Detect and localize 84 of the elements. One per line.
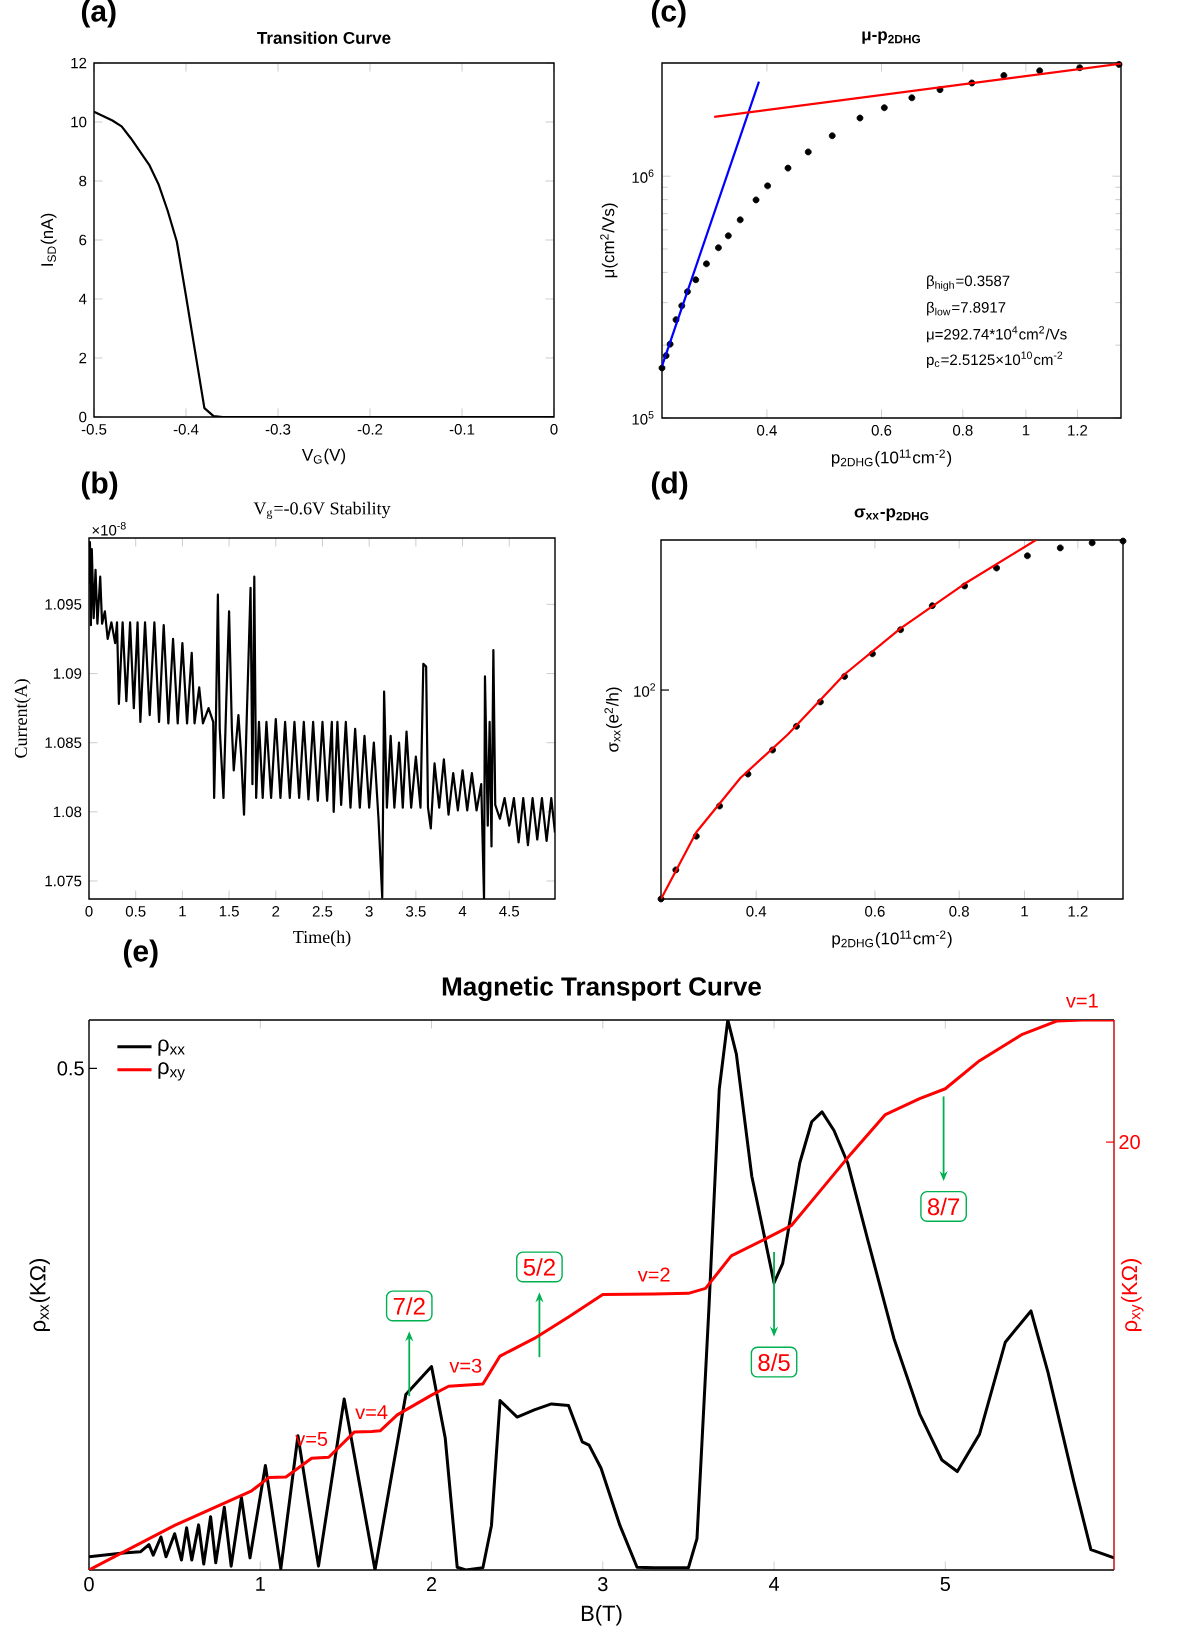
x-tick-label: 1.5 — [219, 906, 239, 917]
legend-label: ρ$_{xy}$ — [158, 1062, 185, 1081]
y-axis-title: σ$_{xx}$(e$^{2}$/h) — [604, 687, 622, 752]
x-tick-label: 0 — [550, 424, 558, 435]
x-tick-label: 4 — [768, 1577, 780, 1591]
text: 10$^{2}$ — [634, 683, 656, 697]
x-tick-label: 3 — [597, 1577, 608, 1592]
x-axis-title: p$_{2DHG}$(10$^{11}$cm$^{-2}$) — [831, 449, 952, 467]
y-tick-label: 8 — [79, 175, 87, 187]
y-axis-title: Current(A) — [14, 679, 31, 758]
x-tick-label: 2 — [426, 1577, 437, 1592]
chart-title: V$_{g}$=-0.6V Stability — [253, 501, 391, 519]
line-series — [89, 541, 555, 899]
y-tick-label: 1.085 — [45, 737, 82, 749]
x-tick-label: 4.5 — [499, 906, 520, 917]
annotation: 5/2 — [523, 1258, 555, 1276]
x-axis-title: B(T) — [581, 1604, 622, 1626]
x-tick-label: 0.5 — [125, 906, 146, 917]
x-tick-label: 1 — [1021, 906, 1028, 917]
x-tick-label: 3 — [365, 906, 373, 917]
y-tick-label: 1.095 — [45, 599, 82, 610]
text: (a) — [81, 0, 116, 28]
y-axis-title: I$_{SD}$(nA) — [40, 213, 57, 266]
x-tick-label: 1 — [256, 1577, 265, 1591]
y-axis-title: μ(cm$^{2}$/Vs) — [600, 203, 618, 278]
annotation: μ=292.74*10$^{4}$cm$^{2}$/Vs — [927, 326, 1067, 343]
x-tick-label: 1.2 — [1068, 425, 1088, 436]
x-tick-label: 2 — [272, 906, 280, 917]
annotation: 8/7 — [927, 1197, 960, 1216]
y-tick-label: 10$^{6}$ — [632, 169, 654, 183]
text: 20 — [1119, 1135, 1140, 1150]
chart-title: Transition Curve — [257, 31, 391, 44]
text: (d) — [651, 471, 688, 500]
x-tick-label: 0.4 — [757, 425, 777, 436]
y-tick-label: 2 — [79, 352, 87, 364]
x-tick-label: 5 — [940, 1577, 951, 1591]
x-tick-label: 1 — [1022, 425, 1030, 436]
x-tick-label: 1 — [179, 906, 186, 917]
x-tick-label: -0.3 — [265, 424, 291, 435]
annotation: p$_{c}$=2.5125×10$^{10}$cm$^{-2}$ — [927, 351, 1063, 368]
chart-title: Magnetic Transport Curve — [442, 976, 761, 1001]
annotation: β$_{low}$=7.8917 — [927, 301, 1006, 316]
x-axis-title: Time(h) — [293, 930, 351, 947]
legend-label: ρ$_{xx}$ — [158, 1039, 185, 1056]
x-tick-label: 0.8 — [953, 425, 973, 436]
x-tick-label: 4 — [458, 906, 467, 917]
annotation: v=1 — [1065, 993, 1098, 1008]
x-axis-title: p$_{2DHG}$(10$^{11}$cm$^{-2}$) — [832, 930, 952, 948]
annotation: 8/5 — [758, 1353, 790, 1371]
annotation: v=3 — [449, 1358, 482, 1373]
chart-title: μ-p$_{2DHG}$ — [862, 31, 920, 44]
y-tick-label: 12 — [71, 57, 87, 69]
x-axis-title: V$_{G}$(V) — [301, 448, 346, 465]
x-tick-label: 0.8 — [949, 906, 969, 917]
x-tick-label: -0.2 — [357, 424, 383, 435]
x-tick-label: 0.6 — [865, 906, 885, 917]
y2-axis-title: ρ$_{xy}$(KΩ) — [1121, 1259, 1144, 1331]
y-tick-label: 10$^{5}$ — [632, 411, 654, 425]
text: 0.5 — [57, 1061, 84, 1076]
chart-title: σ$_{xx}$-p$_{2DHG}$ — [854, 508, 929, 521]
annotation: v=2 — [637, 1267, 670, 1282]
text: (e) — [123, 939, 158, 968]
y-tick-label: 1.09 — [53, 668, 82, 679]
x-tick-label: -0.1 — [449, 424, 475, 435]
x-tick-label: 3.5 — [405, 906, 426, 917]
x-tick-label: -0.4 — [173, 424, 199, 435]
annotation: v=4 — [355, 1405, 388, 1419]
y-tick-label: 0 — [79, 411, 87, 423]
text: ×10$^{-8}$ — [92, 522, 126, 536]
x-tick-label: 2.5 — [312, 906, 333, 917]
x-tick-label: 0.4 — [746, 906, 767, 917]
y-tick-label: 10 — [71, 116, 87, 128]
y-tick-label: 1.08 — [53, 806, 82, 818]
annotation: β$_{high}$=0.3587 — [927, 275, 1010, 291]
y-tick-label: 4 — [78, 293, 87, 305]
x-tick-label: 0.6 — [871, 425, 892, 436]
y-tick-label: 1.075 — [45, 875, 82, 887]
text: (b) — [81, 471, 118, 500]
y-tick-label: 6 — [79, 234, 87, 246]
x-tick-label: -0.5 — [81, 424, 107, 435]
text: (c) — [651, 0, 686, 28]
annotation: 7/2 — [393, 1297, 425, 1315]
x-tick-label: 1.2 — [1068, 906, 1088, 917]
y-axis-title: ρ$_{xx}$(KΩ) — [29, 1259, 50, 1331]
